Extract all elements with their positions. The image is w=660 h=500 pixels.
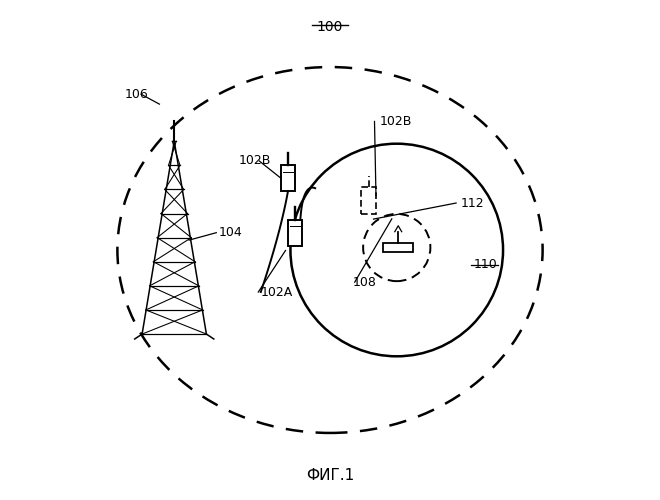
Text: 102B: 102B xyxy=(379,115,412,128)
FancyBboxPatch shape xyxy=(288,220,302,246)
FancyBboxPatch shape xyxy=(361,187,376,214)
Text: 104: 104 xyxy=(218,226,242,239)
Text: 106: 106 xyxy=(125,88,148,101)
Text: 100: 100 xyxy=(317,20,343,34)
Text: 102A: 102A xyxy=(261,286,293,298)
Text: 108: 108 xyxy=(352,276,376,288)
Text: 102B: 102B xyxy=(238,154,271,168)
FancyBboxPatch shape xyxy=(383,242,413,252)
Text: 110: 110 xyxy=(473,258,497,272)
Text: ФИГ.1: ФИГ.1 xyxy=(306,468,354,483)
Text: 112: 112 xyxy=(461,196,484,209)
FancyBboxPatch shape xyxy=(281,166,295,191)
